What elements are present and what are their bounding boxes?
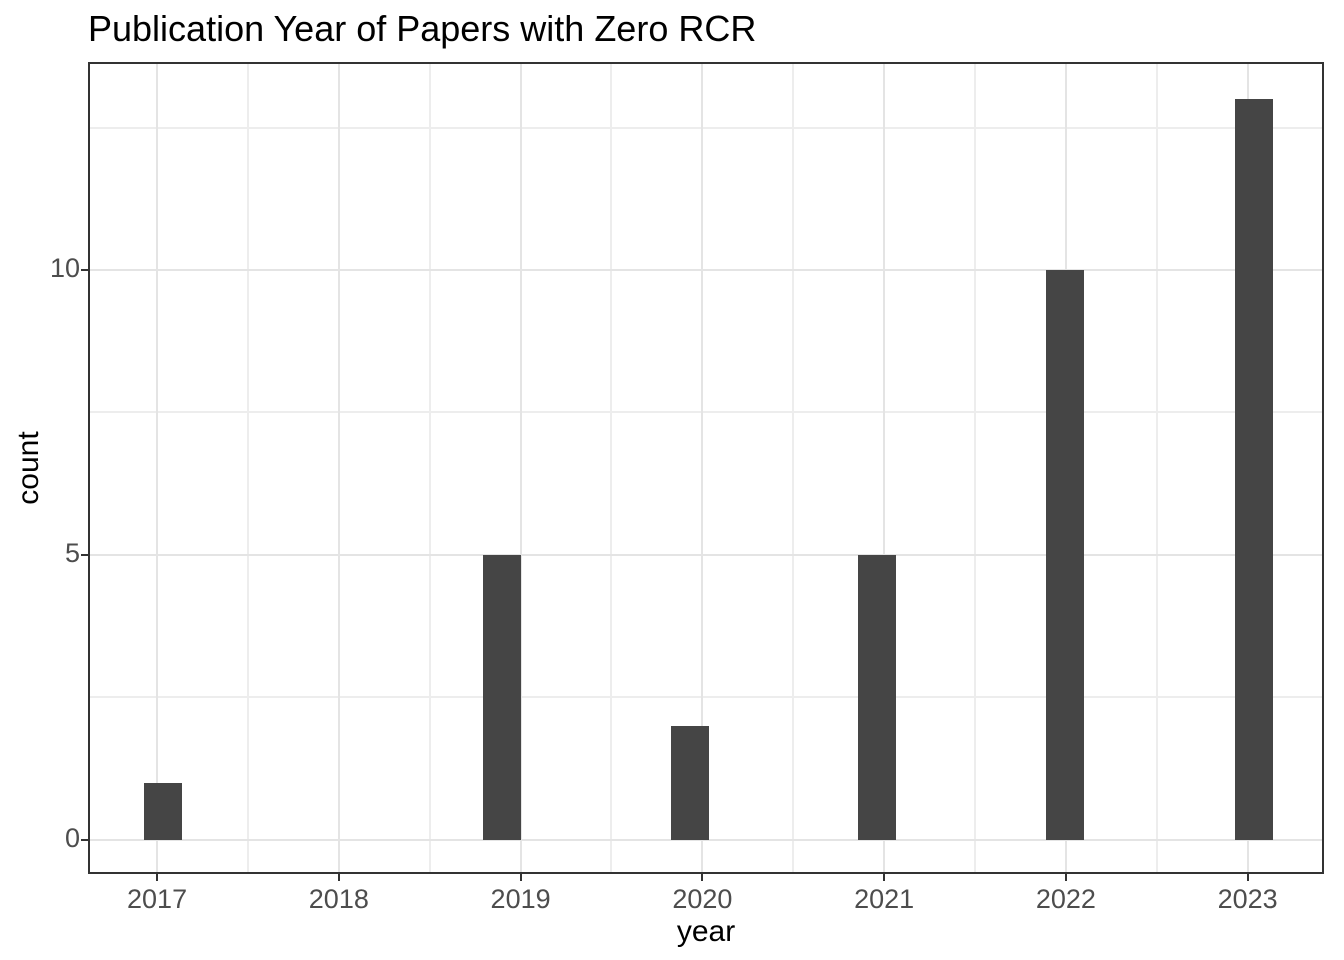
bar-2022 — [1046, 269, 1085, 840]
bar-2020 — [670, 725, 709, 840]
x-tick-label: 2023 — [1217, 884, 1278, 914]
x-major-gridline — [883, 62, 886, 874]
x-major-gridline — [337, 62, 340, 874]
x-major-gridline — [519, 62, 522, 874]
x-tick-mark — [883, 874, 886, 881]
x-minor-gridline — [428, 62, 431, 874]
y-tick-label: 10 — [49, 252, 80, 283]
x-minor-gridline — [974, 62, 976, 874]
chart-title: Publication Year of Papers with Zero RCR — [88, 8, 757, 49]
x-tick-mark — [156, 874, 159, 881]
x-minor-gridline — [246, 62, 249, 874]
x-tick-mark — [1064, 874, 1067, 881]
y-major-gridline — [88, 838, 1324, 841]
bar-2021 — [858, 554, 897, 840]
bar-2023 — [1235, 99, 1274, 840]
y-tick-mark — [81, 838, 88, 841]
x-tick-mark — [701, 874, 704, 881]
y-tick-label: 0 — [64, 822, 80, 853]
bar-2017 — [144, 782, 183, 840]
x-major-gridline — [156, 62, 159, 874]
x-tick-label: 2021 — [854, 884, 915, 914]
x-tick-mark — [337, 874, 340, 881]
y-minor-gridline — [88, 696, 1324, 699]
x-tick-label: 2018 — [308, 884, 369, 914]
x-tick-mark — [519, 874, 522, 881]
x-minor-gridline — [610, 62, 613, 874]
y-minor-gridline — [88, 126, 1324, 129]
x-axis-title: year — [676, 915, 736, 948]
x-tick-label: 2020 — [672, 884, 733, 914]
y-minor-gridline — [88, 411, 1324, 414]
y-major-gridline — [88, 553, 1324, 556]
x-tick-mark — [1246, 874, 1249, 881]
plot-panel — [88, 62, 1324, 874]
bar-2019 — [482, 554, 521, 840]
y-major-gridline — [88, 268, 1324, 271]
x-minor-gridline — [792, 62, 795, 874]
x-tick-label: 2019 — [490, 884, 551, 914]
x-major-gridline — [701, 62, 704, 874]
y-tick-mark — [81, 268, 88, 271]
x-tick-label: 2017 — [127, 884, 188, 914]
x-tick-label: 2022 — [1035, 884, 1096, 914]
y-tick-label: 5 — [64, 537, 80, 568]
x-minor-gridline — [1155, 62, 1158, 874]
y-tick-mark — [81, 553, 88, 556]
y-axis-title: count — [12, 431, 45, 505]
